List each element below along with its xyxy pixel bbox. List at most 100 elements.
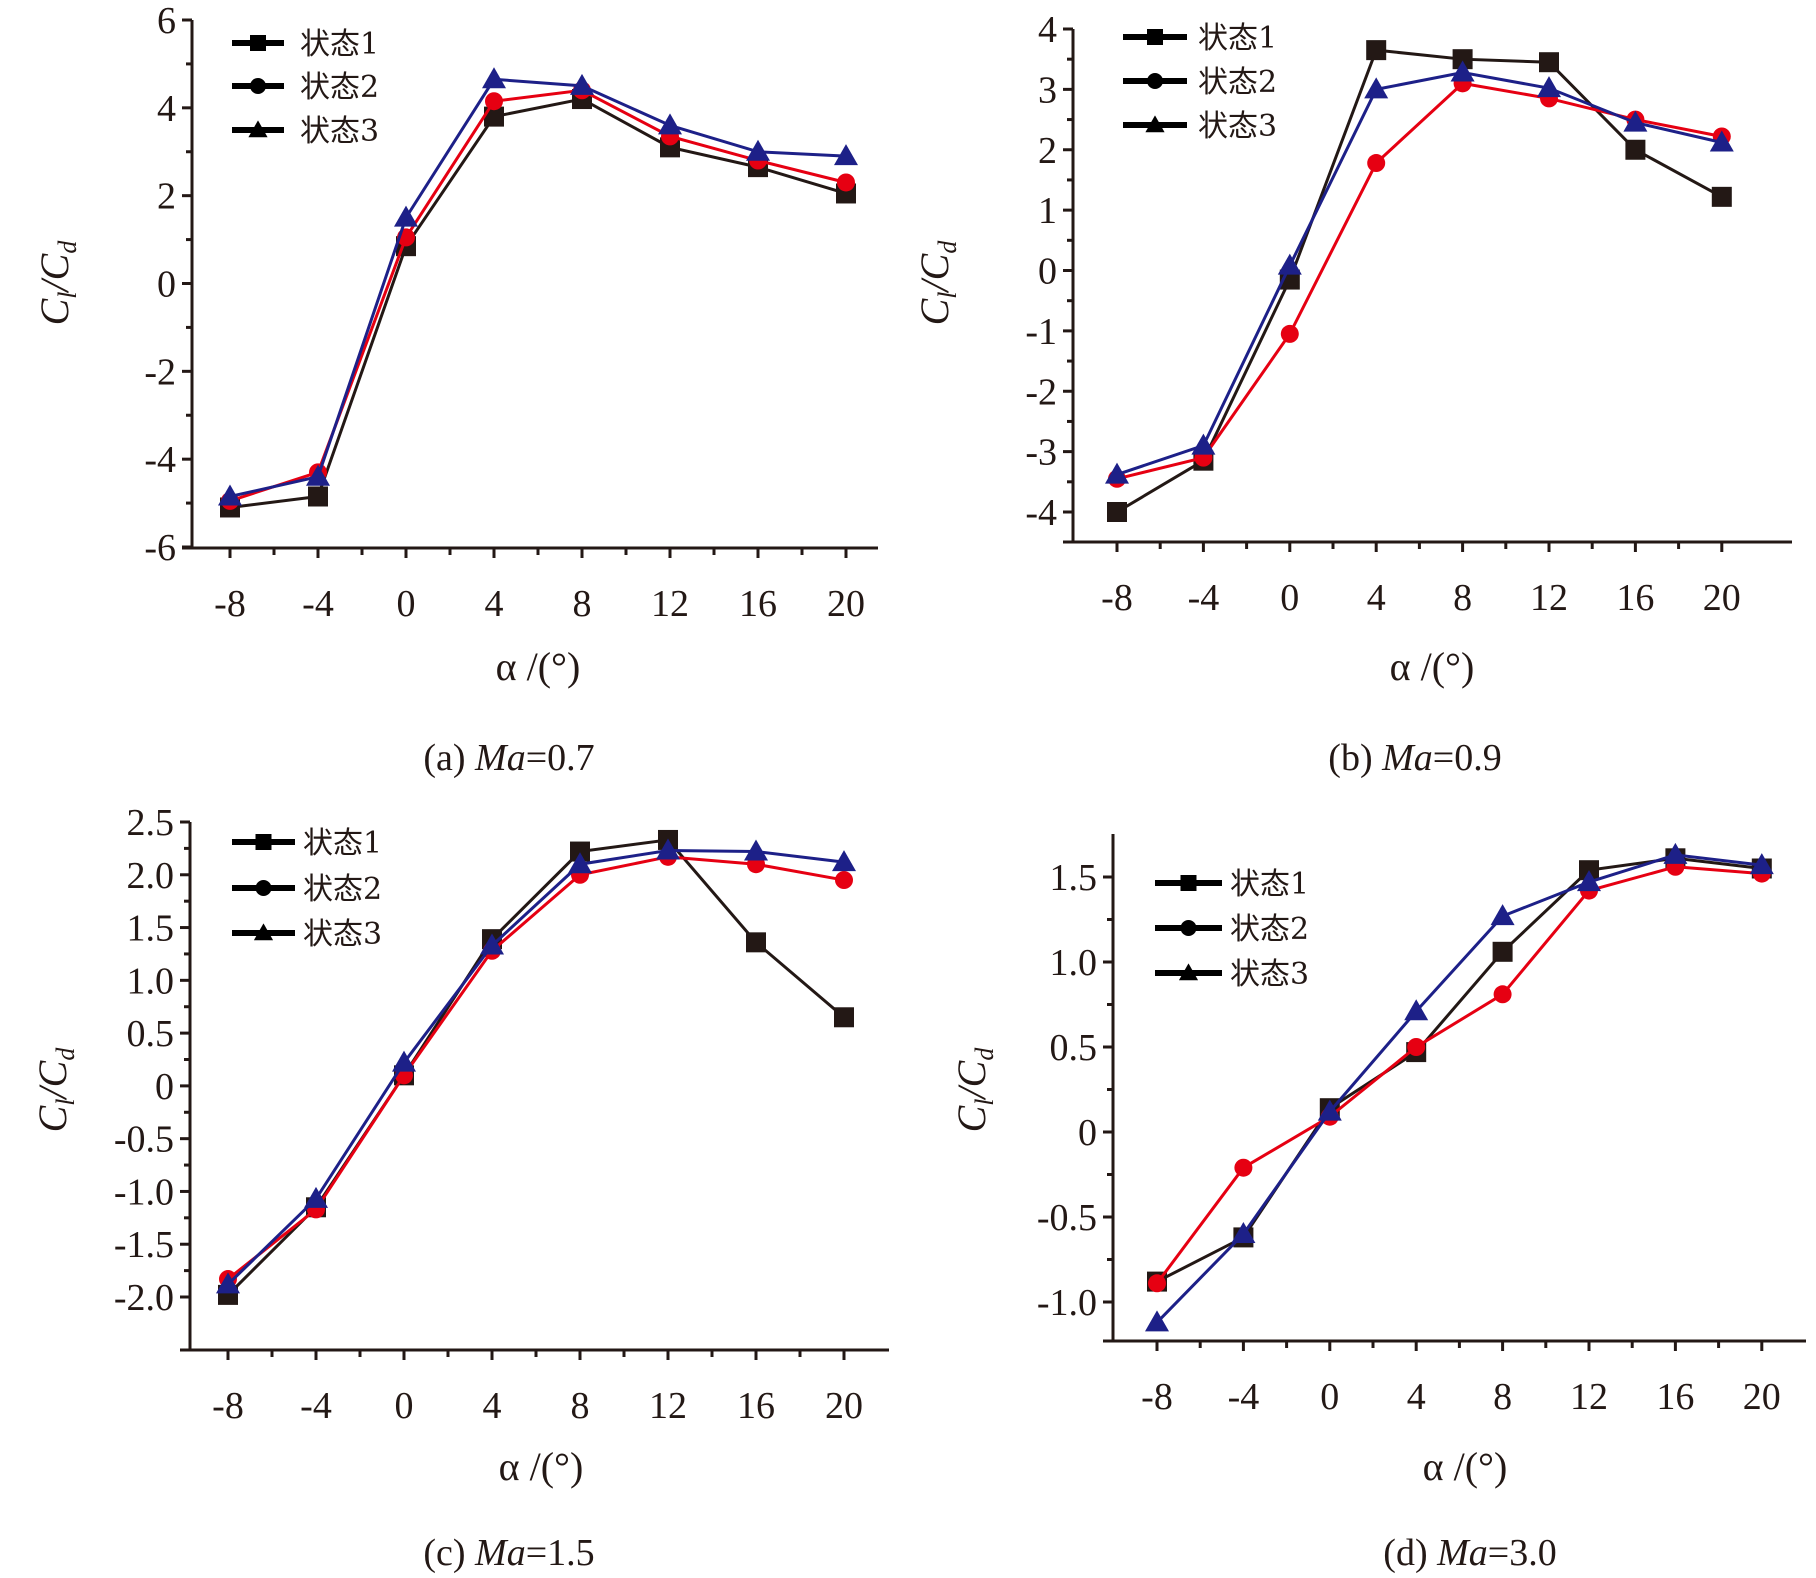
legend-item: 状态3 [1155,957,1309,992]
y-tick-label: 4 [1038,9,1057,51]
legend-item: 状态3 [1123,109,1277,144]
data-point-series-3 [570,73,594,95]
data-point-series-2 [1234,1158,1253,1177]
y-tick-label: -1.5 [114,1224,174,1266]
data-point-series-3 [1577,870,1601,892]
x-tick-label: 12 [649,1385,687,1427]
x-tick-label: 16 [737,1385,775,1427]
legend-item: 状态3 [232,114,379,149]
y-tick-label: 2.5 [127,802,175,844]
y-label-main: C [949,1104,994,1132]
y-tick-label: 1.5 [1050,857,1098,899]
legend-item: 状态1 [1155,867,1309,902]
data-point-series-2 [837,173,855,192]
y-label-main: C [30,1104,75,1132]
data-point-series-3 [1663,842,1688,864]
y-tick-label: 0 [1078,1112,1097,1154]
x-tick-label: -4 [1228,1376,1260,1418]
caption-value: =0.7 [526,737,595,779]
y-label-sub: l [51,1098,80,1105]
series-line-1 [226,838,845,1296]
y-tick-label: 1 [1038,190,1057,232]
data-point-series-2 [1407,1038,1426,1056]
legend-label: 状态2 [1198,65,1277,100]
legend-marker-triangle-icon [248,120,268,138]
series-line-1 [229,97,847,509]
y-tick-label: 0 [1038,251,1057,293]
y-axis-label: Cl/Cd [912,240,962,326]
data-point-series-3 [832,850,856,872]
caption-value: =3.0 [1488,1532,1557,1574]
data-point-series-3 [1105,462,1129,484]
x-tick-label: -8 [1141,1376,1173,1418]
data-point-series-2 [1367,154,1386,173]
caption-variable: Ma [1436,1532,1488,1574]
y-tick-label: 0.5 [1050,1027,1098,1069]
x-tick-label: 12 [1530,577,1568,619]
y-tick-label: 0.5 [127,1013,175,1055]
y-tick-label: 3 [1038,69,1057,111]
data-point-series-3 [1404,999,1429,1021]
y-label-sub: l [933,291,962,298]
y-tick-label: -4 [1025,492,1057,534]
data-point-series-3 [394,205,418,227]
data-point-series-3 [834,144,858,166]
data-point-series-1 [570,841,590,862]
x-tick-label: 16 [1616,577,1654,619]
x-tick-label: 8 [573,583,592,625]
legend-label: 状态2 [1230,912,1309,947]
chart-panel-d: 1.5 1.0 0.5 0 -0.5 -1.0 -8 -4 0 4 8 12 16 20 状态1 状态2 状态3… [949,834,1806,1574]
caption-variable: Ma [474,737,526,779]
x-tick-label: -8 [214,583,246,625]
legend-label: 状态2 [300,70,379,105]
legend-marker-circle-icon [1147,73,1163,89]
data-point-series-3 [746,139,770,161]
y-tick-label: -0.5 [1037,1197,1097,1239]
series-line-3 [1155,853,1762,1324]
y-tick-label: -1 [1025,311,1057,353]
legend-item: 状态2 [232,872,382,907]
legend-item: 状态3 [232,917,382,952]
legend-marker-square-icon [250,35,266,51]
x-tick-label: 20 [825,1385,863,1427]
y-tick-label: 0 [155,1066,174,1108]
y-label-slash: / [32,276,77,293]
panel-caption: (b) Ma=0.9 [1328,737,1501,779]
data-point-series-3 [656,838,680,860]
legend-item: 状态2 [1155,912,1309,947]
x-tick-label: 20 [827,583,865,625]
data-point-series-3 [1145,1310,1169,1332]
y-label-sub: l [970,1098,999,1105]
legend-item: 状态2 [1123,65,1277,100]
y-tick-label: -1.0 [114,1171,174,1213]
legend-label: 状态3 [1230,957,1309,992]
data-point-series-3 [1450,60,1475,82]
legend-label: 状态1 [1198,21,1277,56]
y-tick-label: -3 [1025,432,1057,474]
data-point-series-1 [1539,52,1559,73]
x-tick-label: 20 [1743,1376,1781,1418]
legend-marker-circle-icon [1180,920,1197,936]
legend-marker-square-icon [255,834,272,850]
data-point-series-3 [1231,1222,1256,1243]
series-line-3 [1116,70,1723,476]
x-tick-label: 0 [1280,577,1299,619]
data-point-series-3 [1749,853,1774,875]
x-tick-label: 16 [1656,1376,1694,1418]
caption-value: =0.9 [1433,737,1502,779]
caption-prefix: (a) [423,737,475,779]
data-point-series-3 [218,484,242,506]
data-point-series-3 [1277,253,1302,275]
data-point-series-1 [834,1007,854,1028]
y-axis-label: Cl/Cd [32,240,82,326]
data-point-series-1 [1711,186,1732,207]
data-point-series-3 [216,1272,240,1294]
chart-panel-c: 2.5 2.0 1.5 1.0 0.5 0 -0.5 -1.0 -1.5 -2.0 -8 -4 0 4 8 1… [30,802,889,1574]
data-point-series-3 [482,67,506,89]
y-tick-label: -2 [1025,371,1057,413]
data-point-series-3 [1317,1099,1342,1121]
legend-marker-square-icon [1147,29,1163,45]
x-tick-label: 0 [397,583,416,625]
x-axis-label: α /(°) [499,1444,584,1489]
